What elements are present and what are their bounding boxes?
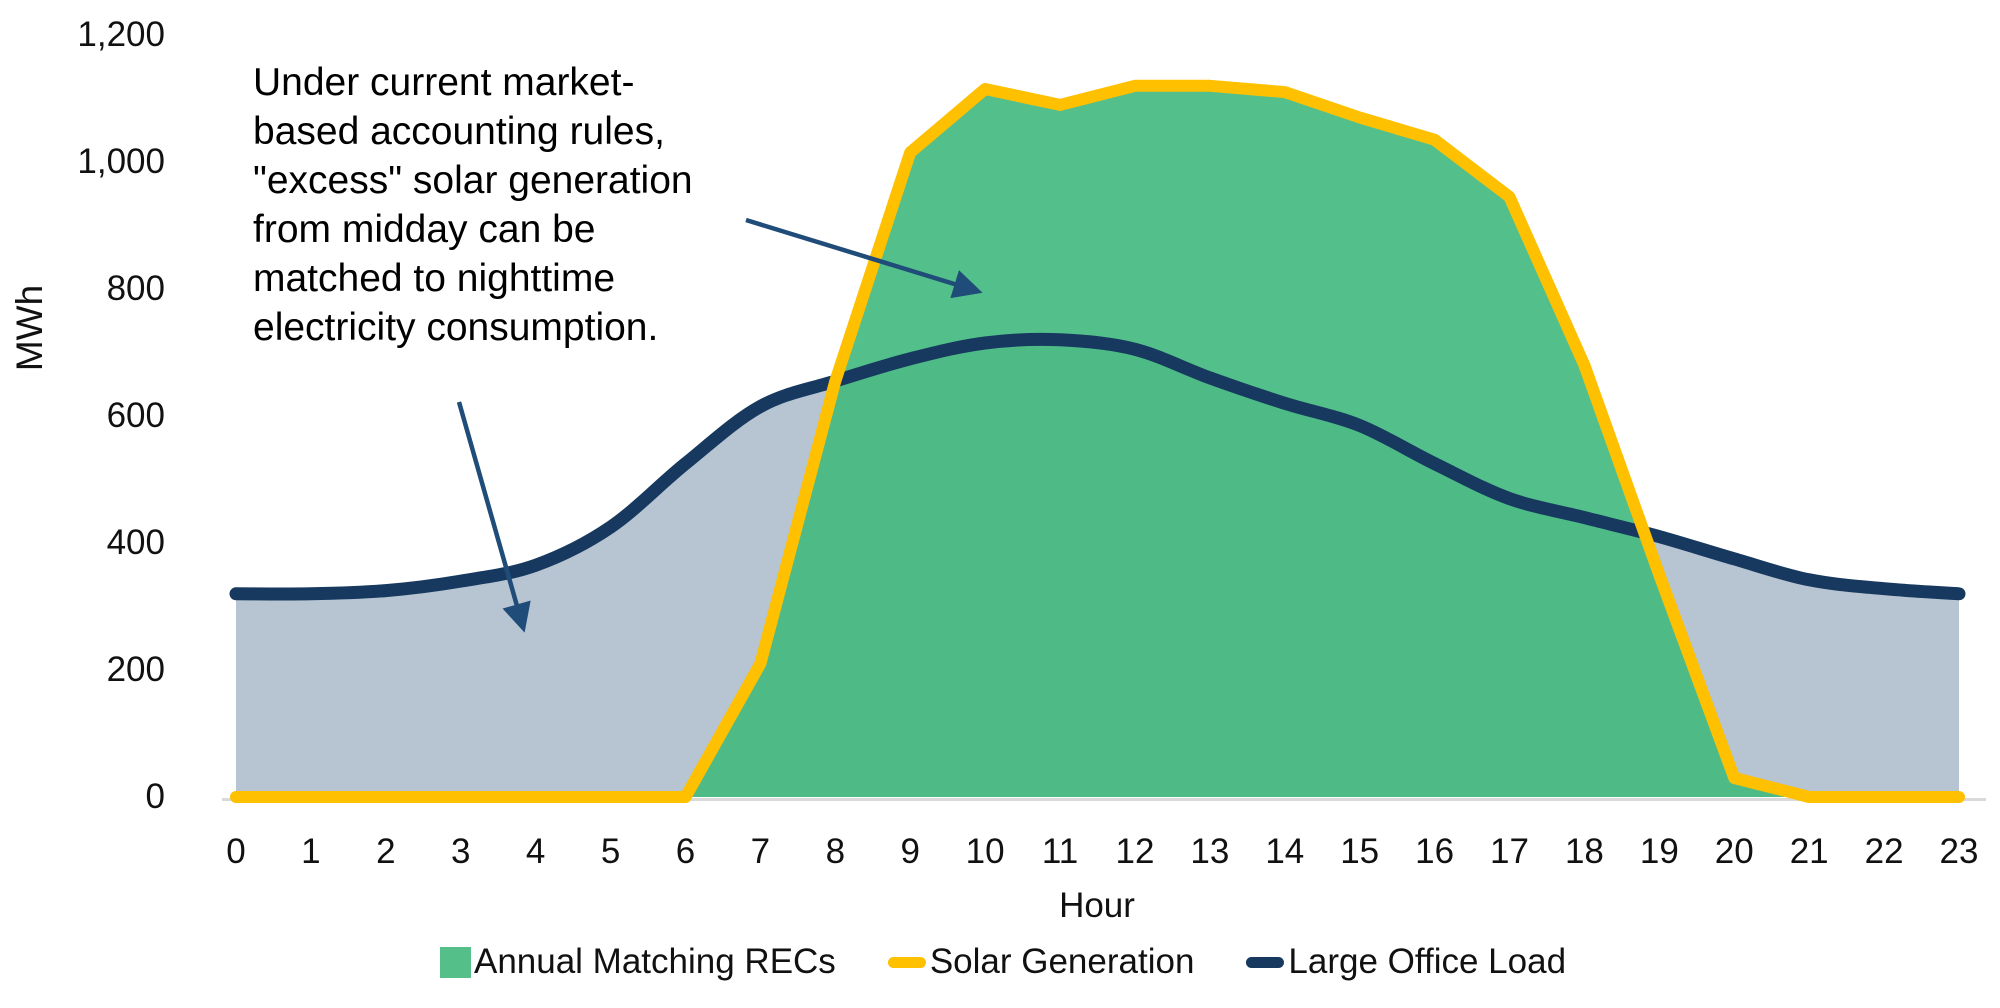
x-tick-label-1: 1: [301, 832, 321, 871]
x-tick-label-16: 16: [1415, 832, 1455, 871]
navy-line-swatch-icon: [1246, 956, 1285, 968]
x-tick-label-11: 11: [1041, 832, 1079, 871]
yellow-line-swatch-icon: [887, 956, 926, 968]
x-tick-label-21: 21: [1789, 832, 1829, 871]
x-tick-label-8: 8: [825, 832, 846, 871]
annual-matching-recs-area: [236, 85, 1959, 798]
legend-label: Solar Generation: [929, 942, 1195, 981]
annotation-arrow-2-icon: [456, 401, 531, 633]
legend-label: Large Office Load: [1288, 942, 1567, 981]
legend-item-annual-matching-recs: Annual Matching RECs: [439, 942, 836, 982]
annotation-text: Under current market- based accounting r…: [253, 61, 693, 349]
y-tick-label-0: 0: [145, 777, 165, 816]
x-tick-label-20: 20: [1714, 832, 1754, 871]
solar-generation-line: [230, 79, 1965, 803]
x-tick-label-2: 2: [376, 832, 396, 871]
x-tick-label-17: 17: [1490, 832, 1529, 871]
x-tick-label-7: 7: [750, 832, 771, 871]
x-tick-label-22: 22: [1864, 832, 1904, 871]
annotation-arrow-1-icon: [745, 217, 983, 299]
legend-item-large-office-load: Large Office Load: [1246, 942, 1566, 982]
y-axis-title: MWh: [9, 284, 50, 372]
x-tick-label-23: 23: [1939, 832, 1979, 871]
x-tick-label-19: 19: [1639, 832, 1679, 871]
large-office-load-line: [229, 332, 1966, 601]
x-tick-label-6: 6: [675, 832, 696, 871]
legend-label: Annual Matching RECs: [473, 942, 836, 981]
legend-item-solar-generation: Solar Generation: [887, 942, 1195, 982]
y-tick-label-600: 600: [106, 396, 165, 435]
y-tick-label-1,000: 1,000: [77, 142, 165, 181]
x-tick-label-5: 5: [600, 832, 621, 871]
x-tick-label-13: 13: [1190, 832, 1230, 871]
legend: Annual Matching RECs Solar Generation La…: [439, 942, 1566, 982]
x-tick-label-15: 15: [1340, 832, 1380, 871]
x-tick-label-9: 9: [900, 832, 920, 871]
x-tick-label-4: 4: [525, 832, 546, 871]
x-tick-label-18: 18: [1564, 832, 1604, 871]
x-tick-label-10: 10: [965, 832, 1005, 871]
y-tick-label-200: 200: [106, 650, 165, 689]
y-tick-label-1,200: 1,200: [77, 15, 165, 54]
y-tick-label-800: 800: [106, 269, 165, 308]
x-axis-title: Hour: [1059, 886, 1135, 925]
x-tick-label-14: 14: [1265, 832, 1305, 871]
green-square-swatch-icon: [439, 946, 471, 978]
x-tick-label-12: 12: [1115, 832, 1155, 871]
x-tick-label-0: 0: [226, 832, 246, 871]
y-tick-label-400: 400: [106, 523, 165, 562]
x-tick-label-3: 3: [451, 832, 471, 871]
